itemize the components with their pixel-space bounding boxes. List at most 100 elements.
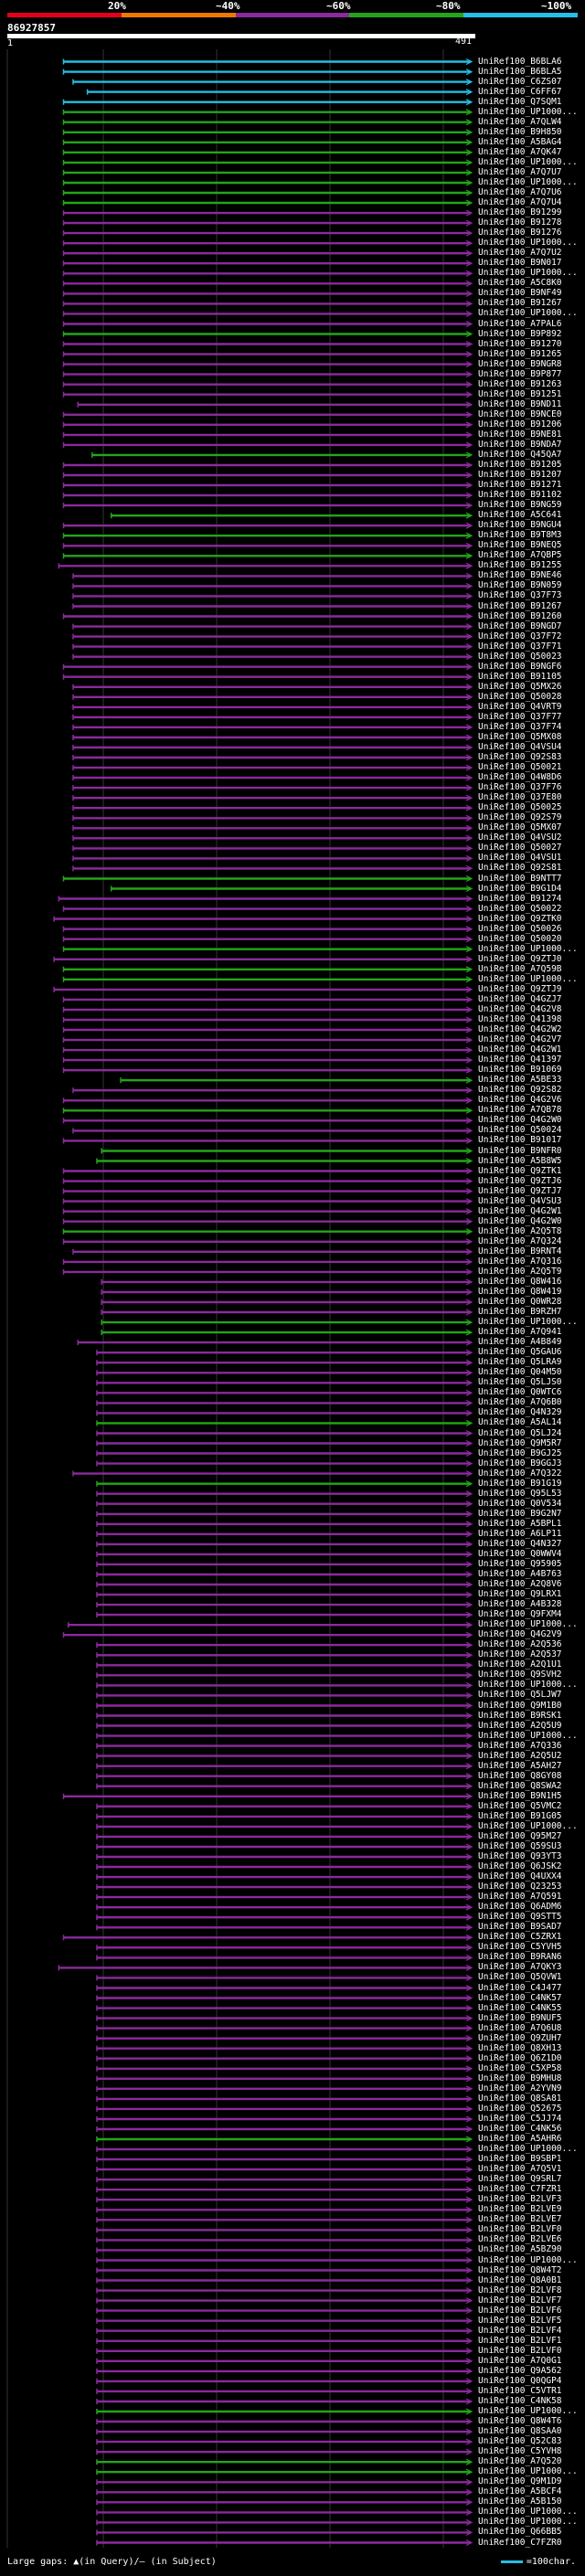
hit-label[interactable]: UniRef100_C5ZRX1 [478, 1932, 562, 1943]
hit-label[interactable]: UniRef100_B9RSK1 [478, 1710, 562, 1721]
hit-label[interactable]: UniRef100_UP1000... [478, 106, 578, 117]
hit-label[interactable]: UniRef100_Q4N327 [478, 1538, 562, 1549]
hit-label[interactable]: UniRef100_Q4G2W0 [478, 1215, 562, 1226]
hit-label[interactable]: UniRef100_Q50028 [478, 691, 562, 702]
hit-label[interactable]: UniRef100_A7Q324 [478, 1235, 562, 1246]
hit-label[interactable]: UniRef100_Q9ZTJ0 [478, 953, 562, 964]
hit-label[interactable]: UniRef100_Q9ZTJ9 [478, 983, 562, 994]
hit-label[interactable]: UniRef100_Q95M27 [478, 1830, 562, 1841]
hit-label[interactable]: UniRef100_A4B328 [478, 1599, 562, 1610]
hit-label[interactable]: UniRef100_B2LVE9 [478, 2204, 562, 2215]
hit-label[interactable]: UniRef100_A2Q8V6 [478, 1579, 562, 1589]
hit-label[interactable]: UniRef100_Q52C83 [478, 2436, 562, 2447]
hit-label[interactable]: UniRef100_UP1000... [478, 943, 578, 954]
hit-label[interactable]: UniRef100_B9NUF5 [478, 2012, 562, 2023]
hit-label[interactable]: UniRef100_Q4G2V8 [478, 1003, 562, 1014]
hit-label[interactable]: UniRef100_A2YVN9 [478, 2083, 562, 2094]
hit-label[interactable]: UniRef100_Q9ZUH7 [478, 2032, 562, 2043]
hit-label[interactable]: UniRef100_Q4VRT9 [478, 701, 562, 712]
hit-label[interactable]: UniRef100_B2LVF3 [478, 2194, 562, 2205]
hit-label[interactable]: UniRef100_A2Q5T9 [478, 1266, 562, 1277]
hit-label[interactable]: UniRef100_Q92S79 [478, 812, 562, 823]
hit-label[interactable]: UniRef100_UP1000... [478, 1820, 578, 1831]
hit-label[interactable]: UniRef100_A7Q520 [478, 2456, 562, 2467]
hit-label[interactable]: UniRef100_B91251 [478, 388, 562, 399]
hit-label[interactable]: UniRef100_Q95L53 [478, 1488, 562, 1499]
hit-label[interactable]: UniRef100_Q5LJS0 [478, 1377, 562, 1388]
hit-label[interactable]: UniRef100_A5AH27 [478, 1760, 562, 1771]
hit-label[interactable]: UniRef100_Q8XH13 [478, 2042, 562, 2053]
hit-label[interactable]: UniRef100_B91G05 [478, 1810, 562, 1821]
hit-label[interactable]: UniRef100_B91206 [478, 419, 562, 429]
hit-label[interactable]: UniRef100_Q93YT3 [478, 1851, 562, 1861]
hit-label[interactable]: UniRef100_Q37F74 [478, 721, 562, 732]
hit-label[interactable]: UniRef100_C4J477 [478, 1982, 562, 1993]
hit-label[interactable]: UniRef100_A7QKY3 [478, 1962, 562, 1973]
hit-label[interactable]: UniRef100_Q37F77 [478, 711, 562, 722]
hit-label[interactable]: UniRef100_Q37F72 [478, 631, 562, 641]
hit-label[interactable]: UniRef100_Q50025 [478, 802, 562, 813]
hit-label[interactable]: UniRef100_B9NGR8 [478, 358, 562, 369]
hit-label[interactable]: UniRef100_B91267 [478, 298, 562, 309]
hit-label[interactable]: UniRef100_B9NFR0 [478, 1145, 562, 1156]
hit-label[interactable]: UniRef100_B91255 [478, 560, 562, 571]
hit-label[interactable]: UniRef100_Q37F76 [478, 782, 562, 793]
hit-label[interactable]: UniRef100_Q4G2V9 [478, 1629, 562, 1640]
hit-label[interactable]: UniRef100_Q50023 [478, 651, 562, 662]
hit-label[interactable]: UniRef100_C4NK56 [478, 2124, 562, 2134]
hit-label[interactable]: UniRef100_B91G19 [478, 1478, 562, 1489]
hit-label[interactable]: UniRef100_Q9M1B0 [478, 1700, 562, 1711]
hit-label[interactable]: UniRef100_B91265 [478, 348, 562, 359]
hit-label[interactable]: UniRef100_A2Q1U1 [478, 1659, 562, 1670]
hit-label[interactable]: UniRef100_Q0WWV4 [478, 1548, 562, 1559]
hit-label[interactable]: UniRef100_C5YVH5 [478, 1942, 562, 1953]
hit-label[interactable]: UniRef100_Q5MX26 [478, 681, 562, 692]
hit-label[interactable]: UniRef100_A7QBP5 [478, 550, 562, 561]
hit-label[interactable]: UniRef100_B9MHU8 [478, 2072, 562, 2083]
hit-label[interactable]: UniRef100_C7FZR1 [478, 2184, 562, 2195]
hit-label[interactable]: UniRef100_A2Q5T8 [478, 1225, 562, 1236]
hit-label[interactable]: UniRef100_A5BPL1 [478, 1518, 562, 1529]
hit-label[interactable]: UniRef100_Q9M5R7 [478, 1437, 562, 1448]
hit-label[interactable]: UniRef100_Q0QGP4 [478, 2375, 562, 2386]
hit-label[interactable]: UniRef100_B91276 [478, 228, 562, 239]
hit-label[interactable]: UniRef100_UP1000... [478, 2466, 578, 2477]
hit-label[interactable]: UniRef100_Q5GAU6 [478, 1347, 562, 1358]
hit-label[interactable]: UniRef100_A4B849 [478, 1337, 562, 1348]
hit-label[interactable]: UniRef100_B91263 [478, 378, 562, 389]
hit-label[interactable]: UniRef100_A7Q7U6 [478, 187, 562, 197]
hit-label[interactable]: UniRef100_A7QK47 [478, 146, 562, 157]
hit-label[interactable]: UniRef100_C7FZR0 [478, 2537, 562, 2548]
hit-label[interactable]: UniRef100_B2LVF1 [478, 2335, 562, 2346]
hit-label[interactable]: UniRef100_B9NEQ5 [478, 540, 562, 551]
hit-label[interactable]: UniRef100_Q37E80 [478, 792, 562, 803]
hit-label[interactable]: UniRef100_B9T8M3 [478, 530, 562, 541]
hit-label[interactable]: UniRef100_A7Q591 [478, 1892, 562, 1903]
hit-label[interactable]: UniRef100_B91207 [478, 470, 562, 480]
hit-label[interactable]: UniRef100_Q4G2W0 [478, 1115, 562, 1126]
hit-label[interactable]: UniRef100_B9RZH7 [478, 1307, 562, 1317]
hit-label[interactable]: UniRef100_Q37F73 [478, 590, 562, 601]
hit-label[interactable]: UniRef100_B91270 [478, 338, 562, 349]
hit-label[interactable]: UniRef100_Q9SRL7 [478, 2174, 562, 2185]
hit-label[interactable]: UniRef100_A5B8W5 [478, 1155, 562, 1166]
hit-label[interactable]: UniRef100_B91267 [478, 600, 562, 611]
hit-label[interactable]: UniRef100_Q8GY08 [478, 1770, 562, 1781]
hit-label[interactable]: UniRef100_Q52675 [478, 2103, 562, 2114]
hit-label[interactable]: UniRef100_B9GGJ3 [478, 1458, 562, 1468]
hit-label[interactable]: UniRef100_A7Q941 [478, 1327, 562, 1338]
hit-label[interactable]: UniRef100_Q0WR28 [478, 1297, 562, 1307]
hit-label[interactable]: UniRef100_Q5LJW7 [478, 1690, 562, 1701]
hit-label[interactable]: UniRef100_UP1000... [478, 1730, 578, 1741]
hit-label[interactable]: UniRef100_A7Q6B0 [478, 1397, 562, 1408]
hit-label[interactable]: UniRef100_B2LVF0 [478, 2345, 562, 2356]
hit-label[interactable]: UniRef100_UP1000... [478, 156, 578, 167]
hit-label[interactable]: UniRef100_Q8W419 [478, 1287, 562, 1297]
hit-label[interactable]: UniRef100_A2Q536 [478, 1639, 562, 1650]
hit-label[interactable]: UniRef100_Q8SWA2 [478, 1780, 562, 1791]
hit-label[interactable]: UniRef100_Q4G2W1 [478, 1044, 562, 1055]
hit-label[interactable]: UniRef100_Q5MX08 [478, 732, 562, 742]
hit-label[interactable]: UniRef100_A5AL14 [478, 1417, 562, 1428]
hit-label[interactable]: UniRef100_A5B150 [478, 2496, 562, 2507]
hit-label[interactable]: UniRef100_Q50027 [478, 843, 562, 853]
